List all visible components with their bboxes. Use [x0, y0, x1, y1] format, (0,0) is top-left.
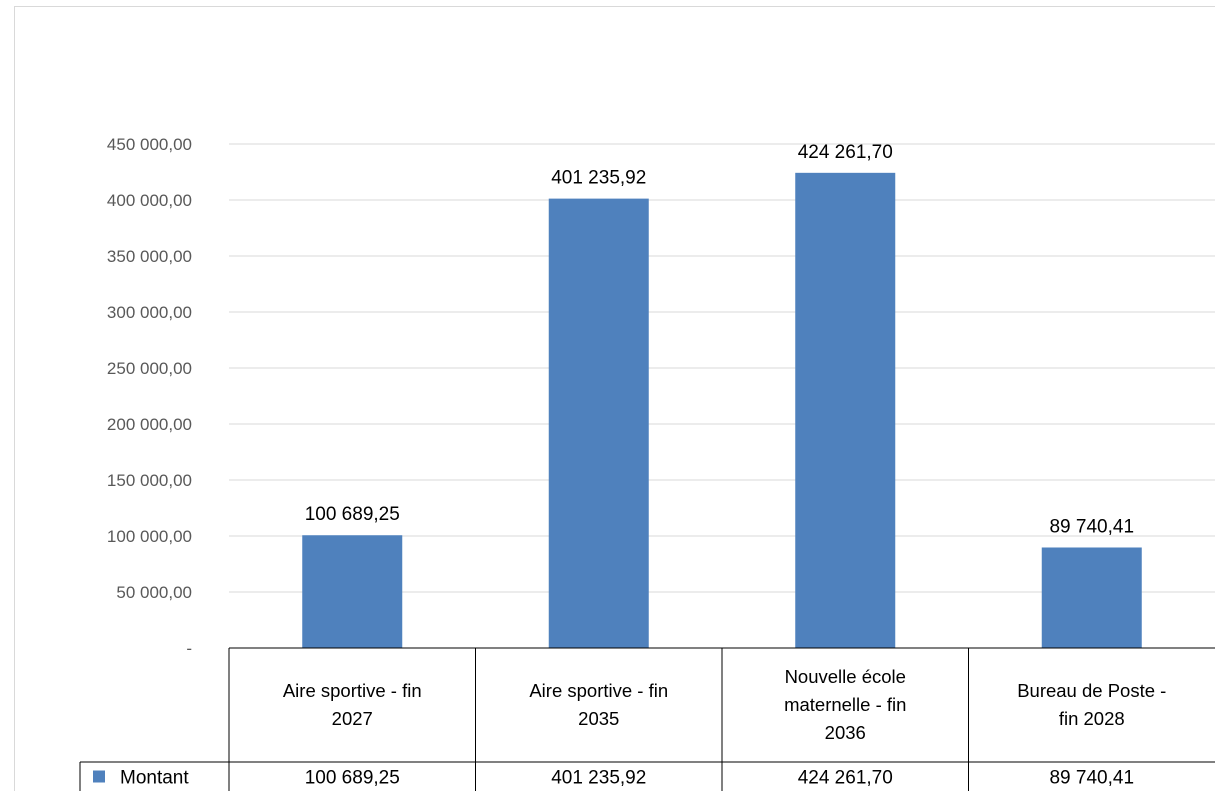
- category-label: Aire sportive - fin 2027: [283, 680, 422, 729]
- bar: [548, 198, 649, 648]
- data-label: 100 689,25: [305, 504, 400, 525]
- chart-frame: [14, 6, 1215, 791]
- category-label-line: 2035: [578, 708, 619, 729]
- category-label: Bureau de Poste - fin 2028: [1017, 680, 1166, 729]
- bar: [1041, 547, 1142, 648]
- category-label: Nouvelle école maternelle - fin 2036: [784, 666, 906, 743]
- category-label-line: maternelle - fin: [784, 694, 906, 715]
- legend-series-name: Montant: [120, 768, 189, 789]
- category-label: Aire sportive - fin 2035: [529, 680, 668, 729]
- category-label-line: Aire sportive - fin: [283, 680, 422, 701]
- category-label-line: 2036: [825, 722, 866, 743]
- bar: [795, 172, 896, 648]
- category-label-line: Bureau de Poste -: [1017, 680, 1166, 701]
- y-tick-label: 450 000,00: [107, 135, 192, 154]
- data-label: 401 235,92: [551, 168, 646, 189]
- category-label-line: 2027: [332, 708, 373, 729]
- data-labels: 100 689,25 401 235,92 424 261,70 89 740,41: [305, 142, 1134, 538]
- category-label-line: Aire sportive - fin: [529, 680, 668, 701]
- table-value: 424 261,70: [798, 768, 893, 789]
- data-label: 424 261,70: [798, 142, 893, 163]
- table-value: 401 235,92: [551, 768, 646, 789]
- y-axis-tick-labels: - 50 000,00 100 000,00 150 000,00 200 000,00…: [107, 135, 192, 658]
- y-tick-label: 50 000,00: [116, 583, 192, 602]
- y-tick-label: 200 000,00: [107, 415, 192, 434]
- y-tick-label: -: [186, 639, 192, 658]
- bar: [302, 535, 403, 648]
- gridlines: [229, 143, 1215, 593]
- data-label: 89 740,41: [1049, 516, 1134, 537]
- y-tick-label: 250 000,00: [107, 359, 192, 378]
- legend-key: [93, 770, 105, 783]
- table-value: 89 740,41: [1049, 768, 1134, 789]
- y-tick-label: 100 000,00: [107, 527, 192, 546]
- bars: [302, 172, 1142, 648]
- category-label-line: fin 2028: [1059, 708, 1125, 729]
- y-tick-label: 350 000,00: [107, 247, 192, 266]
- y-tick-label: 150 000,00: [107, 471, 192, 490]
- table-value: 100 689,25: [305, 768, 400, 789]
- y-tick-label: 400 000,00: [107, 191, 192, 210]
- y-tick-label: 300 000,00: [107, 303, 192, 322]
- category-label-line: Nouvelle école: [785, 666, 906, 687]
